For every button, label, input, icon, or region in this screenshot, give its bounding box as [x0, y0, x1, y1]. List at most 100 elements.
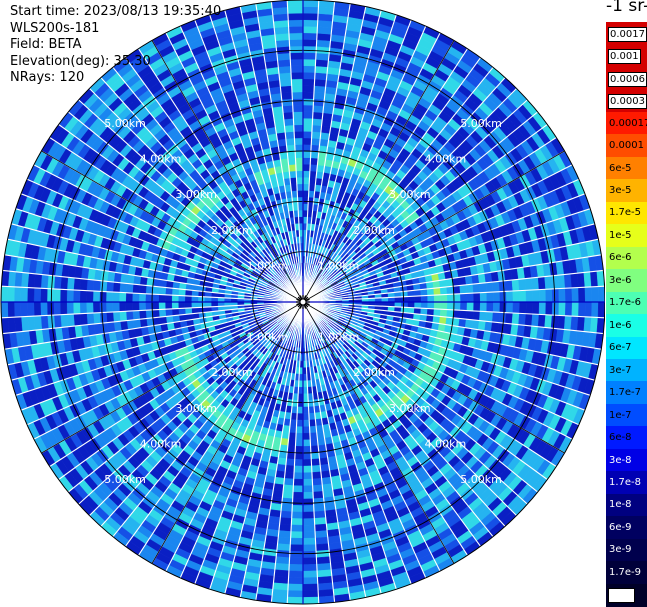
beta-gate-cell [302, 452, 312, 460]
beta-gate-cell [99, 312, 108, 324]
beta-gate-cell [545, 301, 553, 316]
beta-gate-cell [295, 432, 304, 441]
beta-gate-cell [33, 315, 43, 331]
beta-gate-cell [281, 497, 293, 506]
beta-gate-cell [105, 301, 114, 313]
beta-gate-cell [184, 295, 192, 303]
beta-gate-cell [92, 312, 101, 325]
beta-gate-cell [479, 282, 487, 293]
beta-gate-cell [479, 292, 488, 303]
beta-gate-cell [310, 458, 321, 467]
beta-gate-cell [291, 518, 304, 526]
beta-gate-cell [145, 293, 153, 303]
beta-gate-cell [518, 278, 527, 291]
beta-gate-cell [158, 294, 166, 303]
beta-gate-cell [505, 279, 514, 292]
beta-gate-cell [314, 530, 328, 539]
beta-gate-cell [584, 286, 593, 303]
beta-gate-cell [33, 287, 42, 303]
beta-gate-cell [302, 111, 314, 119]
beta-gate-cell [287, 438, 297, 447]
beta-gate-cell [414, 295, 422, 303]
beta-gate-cell [524, 313, 533, 327]
beta-gate-cell [20, 316, 30, 332]
beta-gate-cell [313, 497, 325, 506]
beta-gate-cell [72, 289, 81, 303]
beta-gate-cell [460, 301, 468, 311]
beta-gate-cell [518, 313, 527, 326]
beta-gate-cell [86, 301, 94, 314]
beta-gate-cell [302, 577, 319, 585]
beta-gate-cell [317, 575, 333, 585]
beta-gate-cell [112, 281, 121, 293]
beta-gate-cell [302, 504, 315, 513]
beta-gate-cell [302, 131, 313, 139]
beta-gate-cell [315, 59, 329, 68]
beta-gate-cell [302, 0, 320, 8]
beta-gate-cell [60, 276, 69, 290]
beta-gate-cell [138, 284, 147, 295]
beta-gate-cell [309, 157, 319, 166]
beta-gate-cell [288, 563, 304, 572]
beta-gate-cell [433, 308, 441, 317]
beta-gate-cell [53, 301, 61, 316]
beta-gate-cell [112, 291, 120, 303]
beta-gate-cell [563, 273, 573, 289]
beta-gate-cell [571, 287, 579, 303]
beta-gate-cell [125, 292, 133, 303]
beta-gate-cell [498, 280, 507, 292]
beta-gate-cell [288, 432, 297, 440]
beta-gate-cell [66, 289, 74, 303]
beta-gate-cell [302, 557, 317, 565]
beta-gate-cell [302, 432, 311, 441]
beta-gate-cell [545, 288, 553, 303]
beta-gate-cell [427, 294, 435, 303]
beta-gate-cell [46, 301, 55, 316]
beta-gate-cell [309, 432, 318, 440]
beta-gate-cell [0, 285, 9, 303]
beta-gate-cell [310, 451, 320, 460]
instrument-label: WLS200s-181 [10, 20, 100, 36]
beta-gate-cell [302, 544, 317, 552]
beta-gate-cell [564, 287, 573, 303]
beta-gate-cell [460, 293, 468, 303]
beta-gate-cell [311, 471, 322, 480]
beta-gate-cell [302, 511, 315, 519]
beta-gate-cell [519, 301, 527, 314]
beta-gate-cell [138, 293, 146, 303]
beta-gate-cell [289, 550, 304, 559]
beta-gate-cell [316, 32, 332, 42]
beta-gate-cell [296, 413, 304, 421]
beta-gate-cell [118, 301, 127, 312]
beta-gate-cell [302, 459, 312, 467]
beta-gate-cell [479, 311, 487, 322]
beta-gate-cell [86, 290, 94, 303]
beta-gate-cell [563, 315, 573, 331]
beta-gate-cell [53, 314, 62, 329]
beta-gate-cell [296, 406, 304, 414]
beta-gate-cell [46, 288, 55, 303]
beta-gate-cell [591, 301, 599, 318]
beta-gate-cell [310, 445, 320, 454]
beta-gate-cell [292, 498, 304, 506]
beta-gate-cell [302, 157, 311, 165]
beta-gate-cell [79, 301, 87, 314]
beta-gate-cell [512, 290, 520, 303]
beta-gate-cell [524, 277, 533, 291]
beta-gate-cell [287, 577, 304, 585]
beta-gate-cell [537, 276, 546, 290]
beta-gate-cell [302, 190, 310, 198]
beta-gate-cell [407, 301, 415, 309]
beta-gate-cell [584, 301, 593, 318]
beta-gate-cell [291, 511, 304, 519]
beta-gate-cell [557, 274, 566, 289]
beta-gate-cell [7, 286, 15, 303]
beta-gate-cell [92, 279, 101, 292]
beta-gate-cell [472, 310, 481, 321]
beta-gate-cell [551, 301, 560, 316]
beta-gate-cell [313, 85, 326, 94]
beta-gate-cell [525, 301, 534, 315]
beta-gate-cell [459, 309, 468, 320]
beta-gate-cell [73, 277, 82, 291]
beta-gate-cell [313, 91, 326, 100]
